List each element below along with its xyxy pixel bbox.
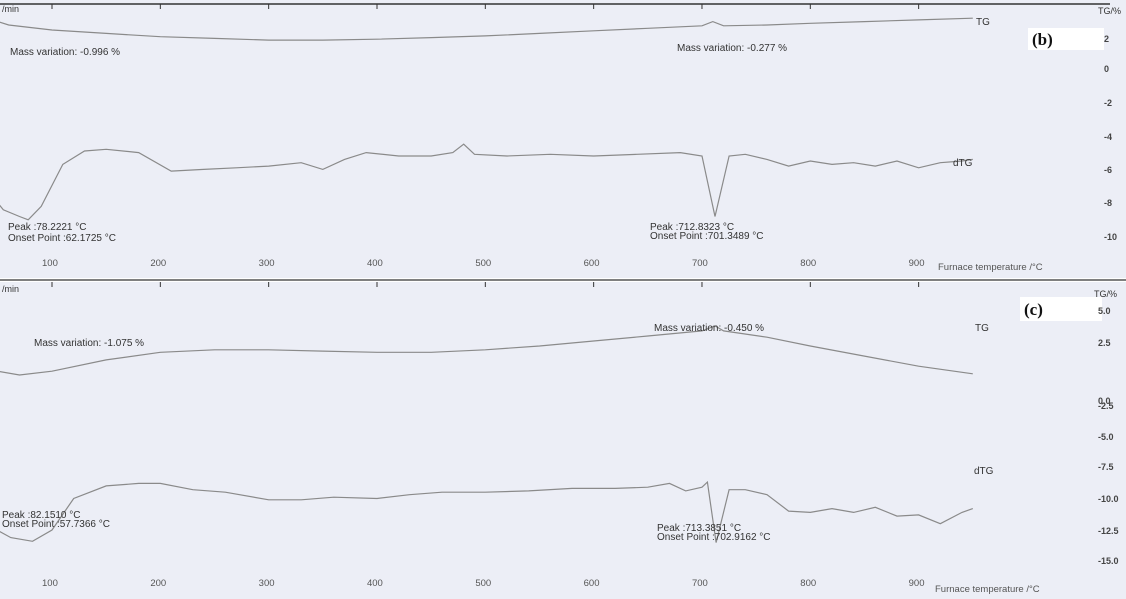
panel-b-peak-2: Peak :712.8323 °C — [650, 222, 734, 233]
panel-c-y-tick-label: 2.5 — [1098, 338, 1111, 348]
panel-b-x-tick-label: 300 — [259, 258, 275, 269]
panel-b-background — [0, 0, 1126, 278]
panel-b-y-tick-label: 0 — [1104, 64, 1109, 74]
panel-b-x-ticks: 100 200 300 400 500 600 700 800 900 — [42, 4, 924, 269]
panel-b-dtg-label: dTG — [953, 158, 973, 169]
panel-c-y-tick-label: -10.0 — [1098, 494, 1119, 504]
panel-b-y-tick-label: -6 — [1104, 165, 1112, 175]
panel-c-x-tick-label: 800 — [800, 578, 816, 589]
panel-c-x-ticks: 100 200 300 400 500 600 700 800 900 — [42, 282, 924, 589]
panel-c-peak-1: Peak :82.1510 °C — [2, 510, 81, 521]
panel-b-tg-label: TG — [976, 17, 990, 28]
panel-c-mass-variation-2: Mass variation: -0.450 % — [654, 323, 764, 334]
panel-c-peak-2: Peak :713.3851 °C — [657, 523, 741, 534]
panel-b-x-tick-label: 800 — [800, 258, 816, 269]
panel-c-y-tick-label: -7.5 — [1098, 462, 1114, 472]
panel-b-y-tick-label: -4 — [1104, 132, 1112, 142]
panel-c-y-tick-label: -12.5 — [1098, 526, 1119, 536]
panel-c-x-tick-label: 700 — [692, 578, 708, 589]
panel-c-tg-curve — [0, 325, 973, 376]
panel-b-x-tick-label: 500 — [475, 258, 491, 269]
panel-b-x-tick-label: 600 — [584, 258, 600, 269]
panel-b-y-tick-label: 2 — [1104, 34, 1109, 44]
panel-b-y-tick-label: -8 — [1104, 198, 1112, 208]
panel-c-y-tick-label: 5.0 — [1098, 306, 1111, 316]
panel-c-background — [0, 282, 1126, 599]
panel-c-x-tick-label: 600 — [584, 578, 600, 589]
panel-c-onset-2: Onset Point :702.9162 °C — [657, 532, 771, 543]
panel-b-x-tick-label: 400 — [367, 258, 383, 269]
panel-c-x-tick-label: 900 — [909, 578, 925, 589]
panel-b-x-tick-label: 700 — [692, 258, 708, 269]
panel-c-dtg-label: dTG — [974, 466, 994, 477]
panel-b-x-tick-label: 200 — [150, 258, 166, 269]
panel-b-y-tick-label: -2 — [1104, 98, 1112, 108]
panel-c-onset-1: Onset Point :57.7366 °C — [2, 519, 110, 530]
panel-b-x-tick-label: 100 — [42, 258, 58, 269]
panel-c-x-tick-label: 500 — [475, 578, 491, 589]
panel-b-y-tick-label: -10 — [1104, 232, 1117, 242]
panel-c-unit-right: TG/% — [1094, 289, 1117, 299]
panel-c-label: (c) — [1024, 300, 1043, 319]
panel-c-tg-label: TG — [975, 323, 989, 334]
panel-c-x-tick-label: 300 — [259, 578, 275, 589]
panel-b-peak-1: Peak :78.2221 °C — [8, 222, 87, 233]
panel-b-mass-variation-1: Mass variation: -0.996 % — [10, 47, 120, 58]
panel-c-mass-variation-1: Mass variation: -1.075 % — [34, 338, 144, 349]
panel-c-y-tick-label: -2.5 — [1098, 401, 1114, 411]
panel-c: /min TG/% (c) Mass variation: -1.075 % M… — [0, 282, 1126, 599]
panel-b-mass-variation-2: Mass variation: -0.277 % — [677, 43, 787, 54]
panel-c-x-tick-label: 200 — [150, 578, 166, 589]
panel-b-x-tick-label: 900 — [909, 258, 925, 269]
panel-c-x-axis-label: Furnace temperature /°C — [935, 584, 1040, 595]
panel-b-x-axis-label: Furnace temperature /°C — [938, 262, 1043, 273]
panel-c-x-tick-label: 400 — [367, 578, 383, 589]
panel-b-label: (b) — [1032, 30, 1053, 49]
panel-c-y-tick-label: -15.0 — [1098, 556, 1119, 566]
panel-c-dtg-curve — [0, 480, 973, 543]
panel-b-unit-left: /min — [2, 4, 19, 14]
panel-c-y-tick-label: -5.0 — [1098, 432, 1114, 442]
panel-c-unit-left: /min — [2, 284, 19, 294]
panel-b-dtg-curve — [0, 143, 973, 221]
panel-b-tg-curve — [0, 17, 973, 41]
panel-c-y-tick-label: 0.0 — [1098, 396, 1111, 406]
panel-b-onset-2: Onset Point :701.3489 °C — [650, 231, 764, 242]
panel-b-onset-1: Onset Point :62.1725 °C — [8, 233, 116, 244]
panel-b-y-ticks: 2 0 -2 -4 -6 -8 -10 — [1104, 34, 1117, 242]
panel-b-unit-right: TG/% — [1098, 6, 1121, 16]
panel-b: /min TG/% (b) Mass variation: -0.996 % M… — [0, 0, 1126, 278]
panel-b-label-box — [1028, 28, 1104, 50]
panel-c-y-ticks: 5.0 2.5 0.0-2.5 -5.0 -7.5 -10.0 -12.5 -15.0 — [1098, 306, 1119, 566]
panel-c-x-tick-label: 100 — [42, 578, 58, 589]
panel-c-label-box — [1020, 297, 1102, 321]
